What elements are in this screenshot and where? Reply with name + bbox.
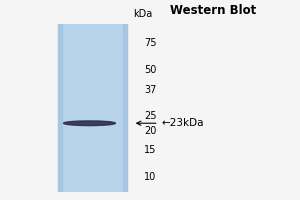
Text: 10: 10 [144,172,157,182]
Text: ←23kDa: ←23kDa [137,118,204,128]
Bar [123,24,127,192]
Text: 25: 25 [144,111,157,121]
Ellipse shape [64,121,116,126]
Text: Western Blot: Western Blot [170,4,256,17]
Text: 75: 75 [144,38,157,48]
Text: 20: 20 [144,126,157,136]
Bar [58,24,62,192]
Text: 50: 50 [144,65,157,75]
Text: 37: 37 [144,85,157,95]
Bar [58,24,127,192]
Text: 15: 15 [144,145,157,155]
Text: kDa: kDa [133,9,152,19]
